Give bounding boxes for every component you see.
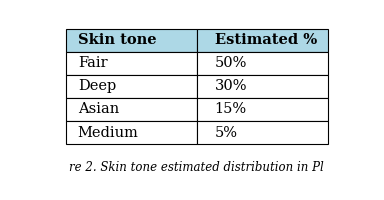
Bar (197, 29, 328, 52)
Bar (197, 52, 328, 75)
Bar (197, 121, 328, 144)
Bar (66, 52, 197, 75)
Text: Estimated %: Estimated % (215, 33, 317, 47)
Text: re 2. Skin tone estimated distribution in Pl: re 2. Skin tone estimated distribution i… (70, 161, 324, 174)
Bar (66, 98, 197, 121)
Text: Fair: Fair (78, 56, 108, 70)
Text: Deep: Deep (78, 79, 116, 93)
Bar (66, 75, 197, 98)
Text: Medium: Medium (78, 126, 139, 140)
Text: 50%: 50% (215, 56, 247, 70)
Bar (197, 75, 328, 98)
Bar (197, 98, 328, 121)
Text: 30%: 30% (215, 79, 247, 93)
Text: Asian: Asian (78, 102, 119, 116)
Text: Skin tone: Skin tone (78, 33, 156, 47)
Bar (66, 121, 197, 144)
Bar (66, 29, 197, 52)
Text: 5%: 5% (215, 126, 238, 140)
Text: 15%: 15% (215, 102, 247, 116)
